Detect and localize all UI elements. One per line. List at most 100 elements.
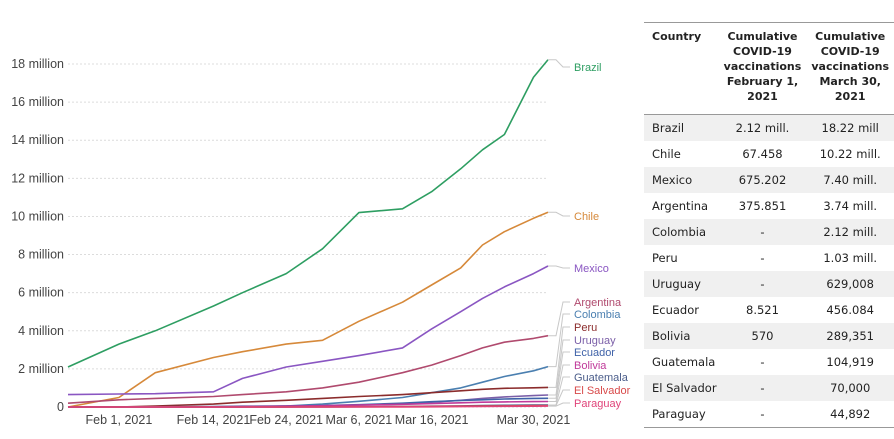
series-label: Paraguay <box>574 398 622 410</box>
cell-country: Paraguay <box>644 401 719 428</box>
cell-mar-30: 104,919 <box>826 355 874 369</box>
chart-series <box>67 59 549 408</box>
x-axis-ticks: Feb 1, 2021 Feb 14, 2021 Feb 24, 2021 Mar 6… <box>86 413 571 427</box>
series-labels: Brazil Chile Mexico ArgentinaColombiaPeruUr… <box>548 59 631 410</box>
y-axis-ticks: 0 2 million 4 million 6 million 8 million 10 … <box>11 57 64 414</box>
series-label-connector <box>548 301 570 337</box>
table-body: Brazil 2.12 mill. 18.22 mill Chile 67.458 10.… <box>644 114 894 428</box>
table-row: Argentina 375.851 3.74 mill. <box>644 193 894 219</box>
cell-feb-1: - <box>718 401 807 428</box>
cell-mar-30: 456.084 <box>826 303 874 317</box>
table-row: Chile 67.458 10.22 mill. <box>644 141 894 167</box>
table-row: Uruguay -629,008 <box>644 271 894 297</box>
vaccination-table: Country Cumulative COVID-19 vaccinations… <box>644 22 894 428</box>
cell-feb-1: - <box>760 251 765 265</box>
cell-feb-1: - <box>718 271 807 297</box>
y-tick-label: 8 million <box>18 248 64 262</box>
series-label-connector <box>548 376 570 406</box>
cell-country: El Salvador <box>644 375 719 401</box>
cell-feb-1: - <box>718 219 807 245</box>
cell-mar-30: 7.40 mill. <box>806 167 894 193</box>
series-label-connector <box>548 211 570 217</box>
cell-mar-30: 3.74 mill. <box>823 199 878 213</box>
series-label: El Salvador <box>574 385 631 397</box>
series-label: Colombia <box>574 309 621 321</box>
series-label-connector <box>548 351 570 399</box>
table-row: Mexico 675.202 7.40 mill. <box>644 167 894 193</box>
cell-mar-30: 10.22 mill. <box>819 147 881 161</box>
cell-feb-1: - <box>760 355 765 369</box>
y-tick-label: 10 million <box>11 209 64 223</box>
table-row: El Salvador -70,000 <box>644 375 894 401</box>
cell-feb-1: 8.521 <box>746 303 779 317</box>
cell-feb-1: 675.202 <box>718 167 807 193</box>
table-row: Guatemala - 104,919 <box>644 349 894 375</box>
series-line <box>68 405 549 408</box>
series-label: Guatemala <box>574 372 629 384</box>
series-line <box>67 211 549 408</box>
cell-country: Argentina <box>652 199 709 213</box>
table-header: Country Cumulative COVID-19 vaccinations… <box>644 22 894 115</box>
series-label-connector <box>548 364 570 402</box>
chart-gridlines <box>68 63 548 408</box>
cell-feb-1: 570 <box>718 323 807 349</box>
series-label: Argentina <box>574 297 622 309</box>
cell-country: Brazil <box>644 114 719 141</box>
x-tick-label: Feb 14, 2021 <box>177 413 251 427</box>
cell-country: Peru <box>652 251 678 265</box>
cell-mar-30: 18.22 mill <box>806 114 894 141</box>
y-tick-label: 4 million <box>18 324 64 338</box>
cell-feb-1: 375.851 <box>738 199 787 213</box>
x-tick-label: Mar 16, 2021 <box>395 413 469 427</box>
x-tick-label: Feb 1, 2021 <box>86 413 153 427</box>
series-label-connector <box>548 339 570 396</box>
y-tick-label: 14 million <box>11 133 64 147</box>
cell-country: Chile <box>652 147 681 161</box>
series-label-connector <box>548 265 570 269</box>
table-row: Peru - 1.03 mill. <box>644 245 894 271</box>
cell-country: Mexico <box>644 167 719 193</box>
x-tick-label: Mar 6, 2021 <box>326 413 393 427</box>
table-row: Ecuador 8.521 456.084 <box>644 297 894 323</box>
y-tick-label: 16 million <box>11 95 64 109</box>
x-tick-label: Mar 30, 2021 <box>497 413 571 427</box>
series-line <box>68 365 549 408</box>
header-mar-30: Cumulative COVID-19 vaccinations March 3… <box>806 22 894 115</box>
series-label: Mexico <box>574 263 609 275</box>
cell-mar-30: 1.03 mill. <box>823 251 878 265</box>
series-line <box>67 334 549 404</box>
table-row: Paraguay -44,892 <box>644 401 894 428</box>
table-row: Bolivia 570 289,351 <box>644 323 894 349</box>
series-label: Bolivia <box>574 360 607 372</box>
cell-mar-30: 2.12 mill. <box>806 219 894 245</box>
table-row: Colombia -2.12 mill. <box>644 219 894 245</box>
series-line <box>67 265 549 396</box>
series-label: Uruguay <box>574 335 616 347</box>
series-label: Peru <box>574 322 597 334</box>
line-chart: 0 2 million 4 million 6 million 8 million 10 … <box>11 57 631 427</box>
series-label-connector <box>548 313 570 368</box>
y-tick-label: 2 million <box>18 362 64 376</box>
cell-feb-1: - <box>718 375 807 401</box>
cell-country: Bolivia <box>644 323 719 349</box>
header-feb-1: Cumulative COVID-19 vaccinations Februar… <box>718 22 807 115</box>
cell-country: Colombia <box>644 219 719 245</box>
x-tick-label: Feb 24, 2021 <box>249 413 323 427</box>
cell-country: Guatemala <box>652 355 716 369</box>
series-label-connector <box>548 326 570 388</box>
header-country: Country <box>644 22 719 115</box>
y-tick-label: 6 million <box>18 286 64 300</box>
series-label-connector <box>548 59 570 68</box>
cell-feb-1: 2.12 mill. <box>718 114 807 141</box>
cell-feb-1: 67.458 <box>742 147 783 161</box>
cell-country: Ecuador <box>652 303 699 317</box>
series-line <box>68 386 549 408</box>
cell-mar-30: 629,008 <box>806 271 894 297</box>
cell-mar-30: 70,000 <box>806 375 894 401</box>
cell-mar-30: 289,351 <box>806 323 894 349</box>
y-tick-label: 12 million <box>11 171 64 185</box>
table-header-row: Country Cumulative COVID-19 vaccinations… <box>644 22 894 115</box>
series-label: Ecuador <box>574 347 615 359</box>
cell-country: Uruguay <box>644 271 719 297</box>
table-row: Brazil 2.12 mill. 18.22 mill <box>644 114 894 141</box>
